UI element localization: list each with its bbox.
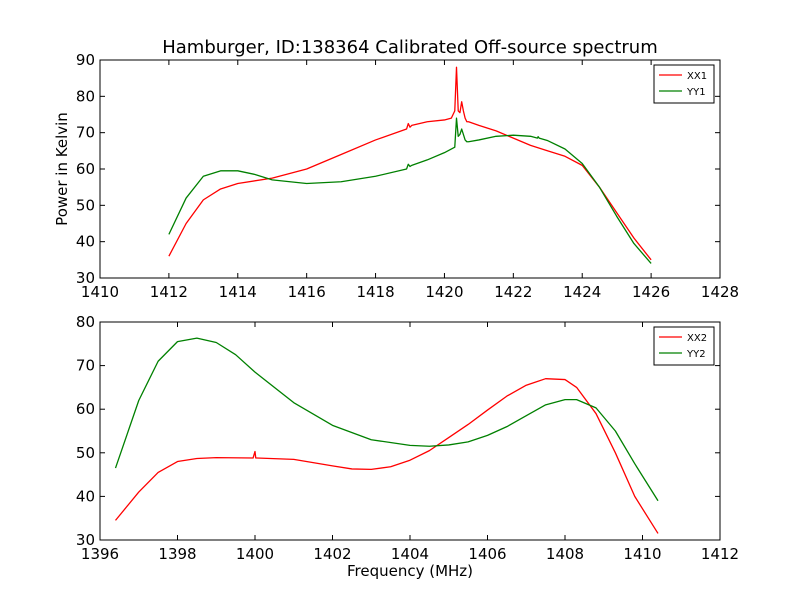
x-tick-label: 1416 [288, 283, 326, 301]
x-tick-label: 1420 [425, 283, 463, 301]
x-tick-label: 1396 [81, 545, 119, 563]
legend-box [653, 326, 715, 366]
y-tick-label: 80 [76, 87, 95, 105]
legend-box [653, 64, 715, 104]
legend-label: YY1 [686, 87, 706, 98]
x-tick-label: 1398 [158, 545, 196, 563]
x-tick-label: 1412 [150, 283, 188, 301]
x-tick-label: 1410 [81, 283, 119, 301]
series-line-xx1 [168, 66, 652, 261]
x-tick-label: 1408 [546, 545, 584, 563]
y-tick-label: 30 [76, 269, 95, 287]
x-tick-label: 1414 [219, 283, 257, 301]
x-tick-label: 1406 [468, 545, 506, 563]
x-tick-label: 1410 [623, 545, 661, 563]
x-axis-label: Frequency (MHz) [347, 562, 473, 580]
y-tick-label: 50 [76, 196, 95, 214]
legend-label: XX1 [687, 71, 707, 82]
x-tick-label: 1428 [701, 283, 739, 301]
y-tick-label: 50 [76, 444, 95, 462]
chart-title: Hamburger, ID:138364 Calibrated Off-sour… [162, 37, 658, 58]
y-tick-label: 80 [76, 313, 95, 331]
x-tick-label: 1412 [701, 545, 739, 563]
y-tick-label: 90 [76, 51, 95, 69]
bottom-axes: 1396 1398 1400 1402 1404 1406 1408 1410 1412 30 40… [76, 313, 739, 580]
x-tick-label: 1400 [236, 545, 274, 563]
x-tick-label: 1426 [632, 283, 670, 301]
y-tick-label: 40 [76, 233, 95, 251]
legend-label: XX2 [687, 333, 707, 344]
x-tick-label: 1422 [494, 283, 532, 301]
series-line-yy1 [168, 117, 652, 264]
y-tick-label: 60 [76, 160, 95, 178]
y-tick-label: 70 [76, 124, 95, 142]
y-tick-label: 70 [76, 357, 95, 375]
y-tick-label: 60 [76, 400, 95, 418]
top-axes: 1410 1412 1414 1416 1418 1420 1422 1424 1426 1428… [53, 51, 739, 301]
x-tick-label: 1424 [563, 283, 601, 301]
x-tick-label: 1402 [313, 545, 351, 563]
y-axis-label: Power in Kelvin [53, 112, 71, 226]
x-tick-label: 1418 [356, 283, 394, 301]
series-line-xx2 [114, 378, 659, 534]
y-tick-label: 40 [76, 487, 95, 505]
legend-label: YY2 [686, 349, 706, 360]
y-tick-label: 30 [76, 531, 95, 549]
series-line-yy2 [114, 337, 659, 502]
x-tick-label: 1404 [391, 545, 429, 563]
